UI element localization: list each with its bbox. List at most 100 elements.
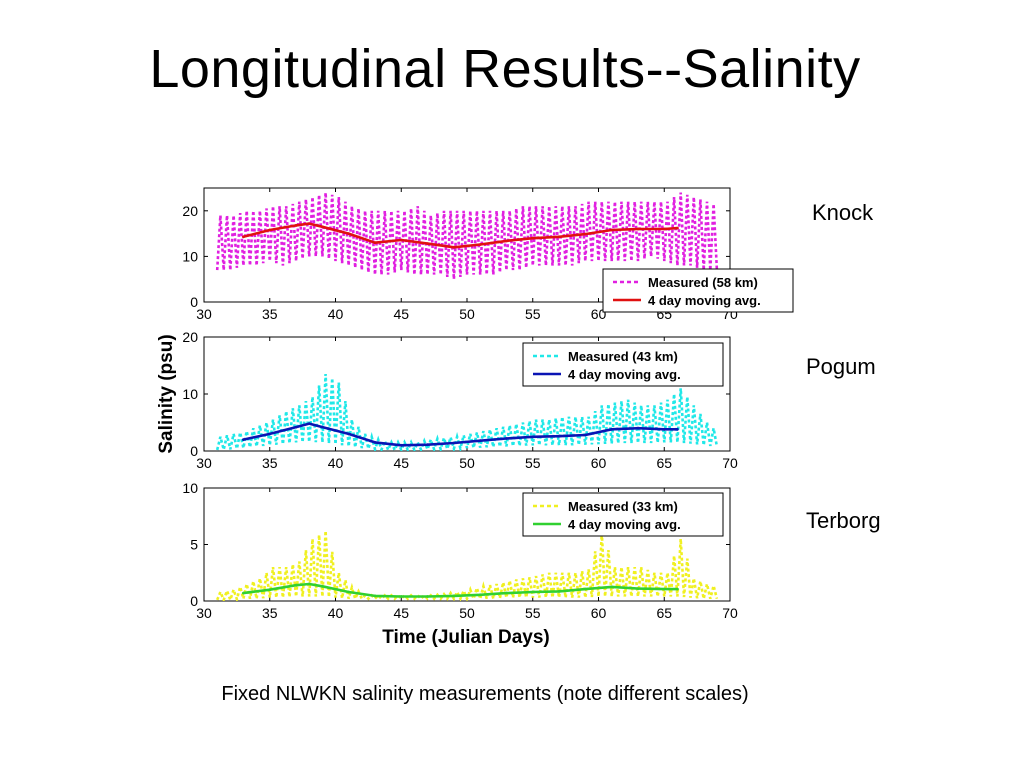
moving-avg-point (399, 595, 403, 598)
moving-avg-point (242, 235, 245, 239)
moving-avg-point (610, 585, 614, 589)
y-tick-label: 10 (182, 386, 198, 402)
moving-avg-point (294, 425, 298, 429)
moving-avg-point (294, 583, 298, 587)
x-tick-label: 55 (525, 605, 541, 621)
chart-panel-terborg: 30 35 40 45 50 55 60 65 70 0 5 10 Measured (33 km) 4 … (182, 480, 738, 621)
station-label-pogum: Pogum (806, 354, 876, 379)
moving-avg-point (676, 587, 679, 591)
x-tick-label: 35 (262, 605, 278, 621)
x-tick-label: 50 (459, 455, 475, 471)
x-tick-label: 45 (393, 306, 409, 322)
legend-box (602, 268, 794, 313)
legend-entry: 4 day moving avg. (648, 293, 761, 308)
moving-avg-point (583, 433, 587, 437)
y-tick-label: 20 (182, 203, 198, 219)
legend-entry: Measured (58 km) (648, 275, 758, 290)
series-measured-terborg (215, 530, 719, 601)
moving-avg-point (242, 438, 245, 441)
x-tick-label: 45 (393, 605, 409, 621)
moving-avg-point (662, 427, 666, 431)
y-tick-label: 20 (182, 329, 198, 345)
moving-avg-point (557, 434, 561, 438)
series-measured-knock (215, 192, 719, 280)
legend-entry: Measured (43 km) (568, 349, 678, 364)
moving-avg-point (242, 591, 245, 595)
x-tick-label: 70 (722, 605, 738, 621)
moving-avg-point (307, 222, 311, 226)
moving-avg-point (531, 236, 535, 240)
moving-avg-point (426, 595, 429, 598)
moving-avg-point (676, 226, 679, 230)
legend-entry: Measured (33 km) (568, 499, 678, 514)
x-tick-label: 60 (591, 605, 607, 621)
legend-box (522, 342, 724, 387)
x-tick-label: 65 (656, 455, 672, 471)
y-tick-label: 10 (182, 248, 198, 264)
moving-avg-point (399, 443, 403, 447)
y-tick-label: 5 (190, 537, 198, 553)
x-tick-label: 35 (262, 306, 278, 322)
x-tick-label: 55 (525, 306, 541, 322)
moving-avg-point (452, 594, 456, 598)
moving-avg-point (321, 584, 324, 588)
moving-avg-point (268, 432, 272, 436)
x-tick-label: 40 (328, 455, 344, 471)
figure-caption: Fixed NLWKN salinity measurements (note … (221, 683, 749, 705)
y-tick-label: 0 (190, 294, 198, 310)
moving-avg-point (557, 235, 561, 239)
x-tick-label: 30 (196, 306, 212, 322)
moving-avg-point (307, 422, 311, 425)
legend-entry: 4 day moving avg. (568, 367, 681, 382)
moving-avg-point (610, 427, 614, 431)
moving-avg-point (478, 243, 482, 246)
station-label-knock: Knock (812, 200, 874, 225)
legend-entry: 4 day moving avg. (568, 517, 681, 532)
moving-avg-point (505, 437, 508, 440)
moving-avg-point (373, 241, 377, 245)
moving-avg-point (636, 426, 640, 430)
moving-avg-point (478, 439, 482, 443)
x-tick-label: 40 (328, 306, 344, 322)
x-axis-title: Time (Julian Days) (382, 627, 550, 648)
moving-avg-point (610, 228, 614, 232)
station-label-terborg: Terborg (806, 508, 881, 533)
moving-avg-point (452, 245, 456, 249)
moving-avg-point (478, 593, 482, 597)
moving-avg-point (373, 594, 377, 598)
legend-pogum: Measured (43 km) 4 day moving avg. (522, 342, 724, 387)
y-axis-title: Salinity (psu) (156, 334, 177, 453)
moving-avg-point (426, 242, 429, 246)
moving-avg-point (294, 224, 298, 227)
moving-avg-point (662, 227, 666, 231)
moving-avg-point (426, 443, 429, 447)
x-tick-label: 35 (262, 455, 278, 471)
legend-terborg: Measured (33 km) 4 day moving avg. (522, 492, 724, 537)
moving-avg-point (662, 587, 666, 591)
moving-avg-point (531, 435, 535, 439)
x-tick-label: 45 (393, 455, 409, 471)
series-measured-pogum (215, 374, 719, 451)
moving-avg-point (505, 591, 508, 595)
legend-knock: Measured (58 km) 4 day moving avg. (602, 268, 794, 313)
y-tick-label: 10 (182, 480, 198, 496)
moving-avg-point (347, 432, 350, 436)
moving-avg-point (321, 225, 324, 229)
moving-avg-point (321, 425, 324, 429)
moving-avg-point (373, 441, 377, 444)
moving-avg-point (505, 239, 508, 243)
y-tick-label: 0 (190, 443, 198, 459)
moving-avg-point (268, 588, 272, 592)
slide-title: Longitudinal Results--Salinity (149, 39, 861, 99)
x-tick-label: 30 (196, 455, 212, 471)
moving-avg-point (268, 228, 272, 232)
x-tick-label: 60 (591, 455, 607, 471)
moving-avg-point (347, 590, 350, 594)
moving-avg-point (636, 587, 640, 590)
x-tick-label: 40 (328, 605, 344, 621)
moving-avg-point (676, 427, 679, 431)
y-tick-label: 0 (190, 593, 198, 609)
moving-avg-point (347, 232, 350, 236)
